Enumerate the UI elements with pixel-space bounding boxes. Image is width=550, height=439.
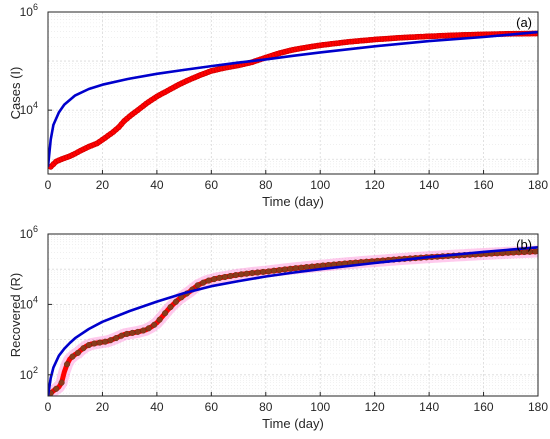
panel-b-ylabel: Recovered (R) — [8, 273, 23, 358]
panel-b-observed-point — [216, 274, 223, 281]
panel-a-label: (a) — [516, 15, 532, 30]
panel-a-ylabel: Cases (I) — [8, 67, 23, 120]
y-tick-label: 106 — [20, 224, 38, 241]
panel-b-observed-point — [265, 268, 272, 275]
x-tick-label: 0 — [45, 400, 52, 414]
panel-b-observed-point — [74, 349, 81, 356]
x-tick-label: 20 — [96, 178, 110, 192]
panel-b-observed-point — [254, 269, 261, 276]
panel-b-observed-point — [102, 338, 109, 345]
panel-a-observed-trail — [48, 30, 538, 170]
panel-a-xlabel: Time (day) — [262, 194, 324, 209]
panel-b-observed-point — [200, 279, 207, 286]
panel-b-observed-point — [303, 264, 310, 271]
panel-b-observed-point — [140, 327, 147, 334]
panel-b-observed-point — [249, 269, 256, 277]
panel-b-observed-point — [162, 310, 169, 317]
x-tick-label: 120 — [365, 178, 385, 192]
x-tick-label: 80 — [259, 400, 273, 414]
x-tick-label: 100 — [310, 178, 330, 192]
panel-b-observed-point — [58, 379, 65, 386]
x-tick-label: 160 — [474, 178, 494, 192]
panel-b-observed-point — [123, 330, 130, 337]
panel-b-observed-point — [129, 329, 136, 336]
y-tick-label: 104 — [20, 294, 38, 311]
panel-b-observed-point — [156, 316, 163, 323]
panel-b-observed-point — [211, 276, 218, 283]
panel-b-ticks: 0 20 40 60 80 100 120 140 160 180 102 104 106 — [20, 224, 549, 414]
panel-b-observed-point — [221, 273, 228, 281]
panel-b-observed-point — [270, 267, 277, 274]
panel-b-observed-point — [172, 298, 179, 305]
panel-b-observed-point — [113, 335, 120, 342]
y-tick-label: 106 — [20, 2, 38, 19]
panel-b-observed-point — [298, 264, 305, 271]
panel-a-data — [48, 30, 538, 170]
panel-a-ticks: 0 20 40 60 80 100 120 140 160 180 104 106 — [20, 2, 549, 192]
panel-b-observed-point — [69, 353, 76, 360]
panel-b-observed-point — [276, 267, 283, 274]
panel-a-grid — [48, 12, 538, 174]
panel-b-xlabel: Time (day) — [262, 416, 324, 431]
x-tick-label: 40 — [150, 400, 164, 414]
chart-panel-b: 0 20 40 60 80 100 120 140 160 180 102 104 106 Time (… — [8, 224, 548, 431]
panel-b-observed-point — [227, 272, 234, 280]
y-tick-label: 102 — [20, 365, 38, 382]
x-tick-label: 140 — [419, 400, 439, 414]
panel-a-model-line — [48, 30, 538, 167]
panel-b-observed-point — [194, 282, 201, 289]
x-tick-label: 80 — [259, 178, 273, 192]
panel-a-frame — [47, 11, 539, 175]
x-tick-label: 60 — [205, 400, 219, 414]
panel-b-observed-point — [243, 270, 250, 277]
panel-b-observed-point — [167, 304, 174, 311]
panel-b-observed-point — [134, 328, 141, 335]
panel-b-observed-point — [53, 385, 60, 392]
panel-b-observed-point — [80, 345, 87, 352]
x-tick-label: 60 — [205, 178, 219, 192]
panel-b-observed-point — [118, 332, 125, 339]
chart-panel-a: 0 20 40 60 80 100 120 140 160 180 104 106 Time (day… — [8, 2, 548, 209]
x-tick-label: 20 — [96, 400, 110, 414]
panel-b-observed-point — [238, 271, 245, 278]
x-tick-label: 180 — [528, 178, 548, 192]
panel-b-observed-point — [532, 248, 538, 255]
x-tick-label: 0 — [45, 178, 52, 192]
panel-b-observed-point — [232, 272, 239, 279]
panel-b-frame — [47, 233, 539, 397]
panel-b-observed-point — [145, 325, 152, 332]
x-tick-label: 180 — [528, 400, 548, 414]
panel-b-observed-point — [96, 339, 103, 346]
panel-b-observed-point — [309, 263, 316, 270]
panel-b-observed-point — [151, 321, 158, 328]
panel-b-observed-point — [292, 265, 299, 272]
panel-b-observed-point — [205, 277, 212, 284]
panel-b-label: (b) — [516, 237, 532, 252]
panel-b-data — [48, 245, 538, 396]
panel-b-model-line — [48, 246, 538, 396]
panel-b-observed-point — [287, 265, 294, 272]
x-tick-label: 160 — [474, 400, 494, 414]
panel-b-observed-point — [107, 337, 114, 344]
x-tick-label: 40 — [150, 178, 164, 192]
x-tick-label: 140 — [419, 178, 439, 192]
panel-b-observed-point — [85, 342, 92, 349]
x-tick-label: 120 — [365, 400, 385, 414]
panel-b-observed-point — [64, 361, 71, 368]
panel-b-observed-point — [91, 340, 98, 347]
panel-b-grid — [48, 234, 538, 396]
y-tick-label: 104 — [20, 100, 38, 117]
panel-b-observed-point — [260, 268, 267, 275]
x-tick-label: 100 — [310, 400, 330, 414]
panel-b-observed-point — [281, 266, 288, 273]
